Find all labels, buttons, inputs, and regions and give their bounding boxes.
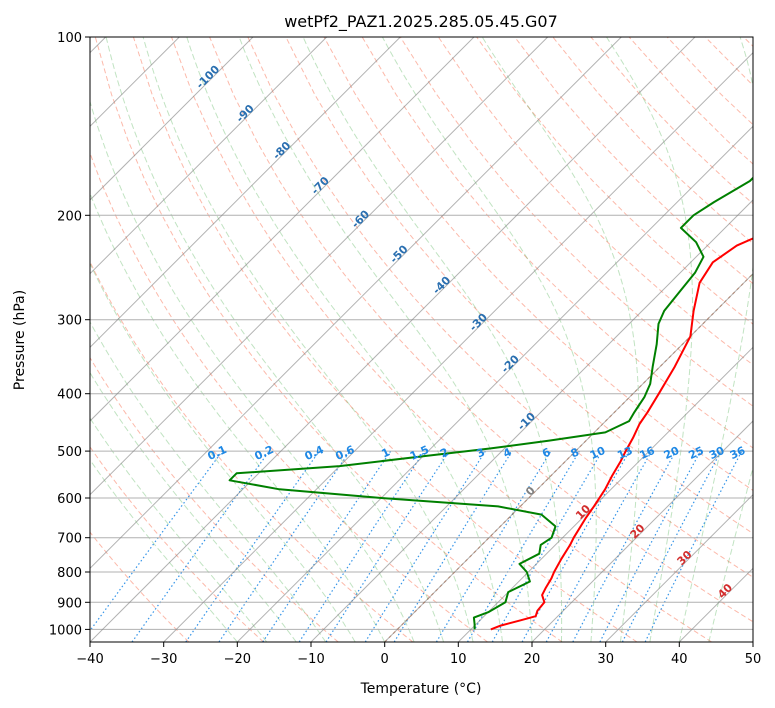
- moist-adiabat-line: [90, 459, 238, 642]
- plot-frame: [89, 36, 754, 643]
- y-axis-label: Pressure (hPa): [12, 290, 28, 390]
- isotherms: [90, 37, 753, 642]
- mixing-ratio-label: 36: [728, 444, 748, 462]
- moist-adiabats: [90, 37, 753, 642]
- y-tick-label: 400: [57, 388, 82, 403]
- mixing-ratio-line: [393, 450, 513, 642]
- dry-adiabat-line: [171, 37, 712, 642]
- isotherm-line: [457, 346, 753, 642]
- y-tick-label: 1000: [49, 623, 82, 638]
- y-tick-label: 800: [57, 566, 82, 581]
- x-tick-label: 40: [671, 652, 688, 667]
- plot-area-layers: 0.1 0.2 0.4 0.6 1 1.5 2 3 4 6 8 10 13 16 20 25 30 36-100-…: [90, 37, 753, 642]
- mixing-ratio-lines: [90, 450, 743, 642]
- y-tick-label: 300: [57, 314, 82, 329]
- mixing-ratio-label: 30: [707, 444, 727, 462]
- x-axis: −40 −30 −20 −10 0 10 20 30 40 50: [76, 642, 761, 667]
- mixing-ratio-line: [545, 450, 653, 642]
- moist-adiabat-line: [186, 37, 503, 642]
- x-tick-label: 20: [524, 652, 541, 667]
- mixing-ratio-line: [521, 450, 631, 642]
- dry-adiabat-line: [437, 37, 753, 366]
- mixing-ratio-label: 10: [588, 444, 608, 462]
- y-tick-label: 200: [57, 209, 82, 224]
- x-tick-label: 30: [597, 652, 614, 667]
- mixing-ratio-line: [90, 450, 223, 632]
- mixing-ratio-label: 25: [687, 444, 706, 462]
- isotherm-line: [90, 37, 549, 496]
- isotherm-line: [163, 51, 753, 642]
- dry-adiabat-line: [209, 37, 753, 623]
- y-tick-label: 500: [57, 445, 82, 460]
- dry-adiabat-line: [90, 356, 339, 642]
- y-tick-label: 700: [57, 532, 82, 547]
- y-tick-label: 600: [57, 492, 82, 507]
- dry-adiabat-line: [323, 37, 753, 491]
- mixing-ratio-line: [262, 450, 392, 642]
- moist-adiabat-line: [481, 37, 640, 642]
- isotherm-line: [90, 37, 475, 422]
- isotherm-line: [90, 37, 401, 349]
- moist-adiabat-line: [105, 37, 445, 642]
- moist-adiabat-line: [302, 37, 563, 642]
- x-tick-label: 10: [450, 652, 467, 667]
- dry-adiabat-line: [94, 37, 563, 642]
- moist-adiabat-line: [678, 37, 753, 642]
- dry-adiabat-line: [132, 37, 638, 642]
- dry-adiabat-line: [247, 37, 753, 578]
- y-tick-label: 900: [57, 596, 82, 611]
- mixing-ratio-line: [131, 450, 270, 642]
- x-tick-label: −40: [76, 652, 103, 667]
- y-tick-label: 100: [57, 31, 82, 46]
- isotherm-line: [384, 272, 753, 642]
- mixing-ratio-line: [185, 450, 320, 642]
- isotherm-line: [90, 37, 622, 570]
- moist-adiabat-line: [90, 192, 386, 642]
- moist-adiabat-line: [606, 37, 693, 642]
- isotherm-line: [90, 37, 328, 275]
- moist-adiabat-line: [238, 37, 533, 642]
- moist-adiabat-line: [381, 37, 597, 642]
- x-tick-label: 0: [381, 652, 389, 667]
- mixing-ratio-line: [325, 450, 450, 642]
- isotherm-line: [310, 199, 753, 642]
- x-tick-label: −10: [297, 652, 324, 667]
- moist-adiabat-line: [90, 262, 356, 642]
- x-axis-label: Temperature (°C): [360, 681, 482, 697]
- mixing-ratio-line: [572, 450, 677, 642]
- sounding-series: [228, 176, 753, 631]
- mixing-ratio-line: [218, 450, 351, 642]
- mixing-ratio-line: [298, 450, 425, 642]
- isotherm-line: [90, 37, 254, 201]
- dry-adiabat-line: [90, 446, 264, 642]
- dry-adiabat-line: [90, 531, 190, 642]
- moist-adiabat-line: [142, 37, 474, 642]
- isotherm-line: [605, 493, 753, 642]
- isotherm-line: [90, 37, 696, 642]
- y-axis: 1000 900 800 700 600 500 400 300 200 100: [49, 31, 90, 638]
- dewpoint-profile: [228, 176, 753, 630]
- moist-adiabat-line: [90, 371, 297, 642]
- mixing-ratio-label: 20: [662, 444, 682, 462]
- dry-adiabat-line: [285, 37, 753, 535]
- x-tick-label: −20: [224, 652, 251, 667]
- dry-adiabat-line: [90, 151, 488, 642]
- mixing-ratio-line: [644, 450, 743, 642]
- temperature-profile: [490, 237, 753, 631]
- mixing-ratio-label: 16: [638, 444, 658, 462]
- mixing-ratio-label: 13: [615, 444, 634, 462]
- chart-title: wetPf2_PAZ1.2025.285.05.45.G07: [284, 12, 558, 32]
- isotherm-line: [236, 125, 753, 642]
- pressure-gridlines: [90, 37, 753, 630]
- moist-adiabat-line: [90, 417, 268, 642]
- x-tick-label: 50: [745, 652, 762, 667]
- dry-adiabat-line: [361, 37, 753, 449]
- dry-adiabat-line: [514, 37, 753, 285]
- isotherm-line: [531, 420, 753, 642]
- freezing-isotherm: [384, 272, 753, 642]
- x-tick-label: −30: [150, 652, 177, 667]
